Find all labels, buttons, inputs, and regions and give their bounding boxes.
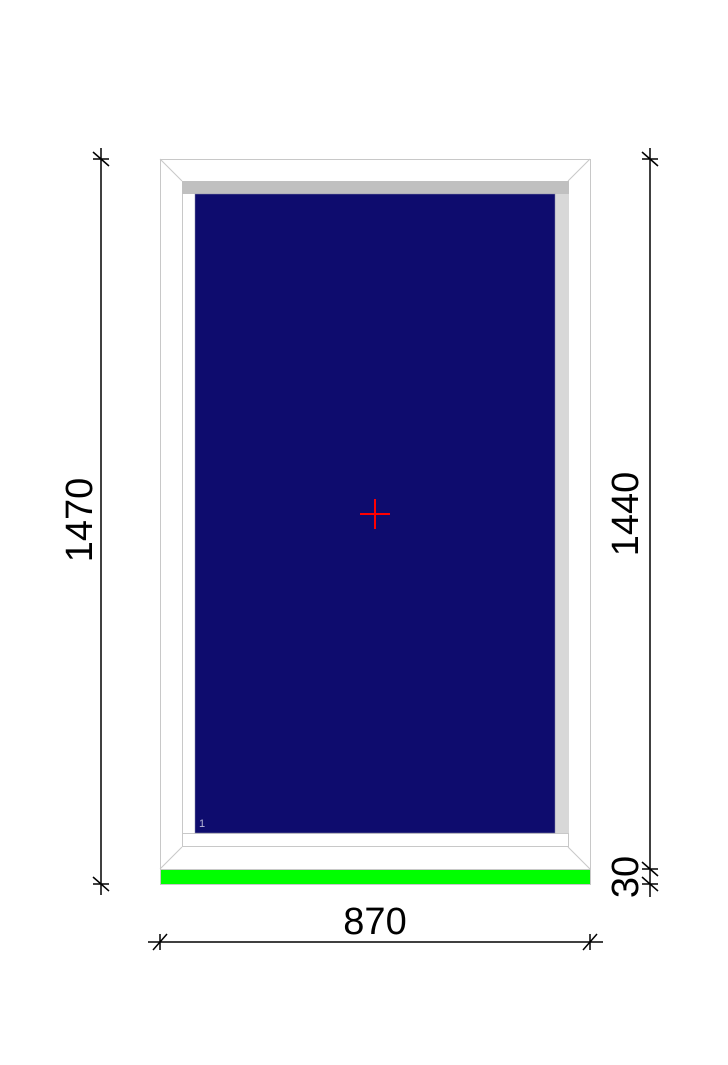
sash-top-shadow <box>182 181 569 194</box>
frame-bevel-tr <box>567 158 591 182</box>
dimension-line-right <box>641 148 659 897</box>
frame-bevel-tl <box>159 158 183 182</box>
sill-bar <box>160 869 591 885</box>
frame-bevel-br <box>567 846 591 870</box>
dimension-line-bottom <box>148 933 603 951</box>
dimension-total-width: 870 <box>343 901 406 943</box>
sash-number: 1 <box>199 818 205 830</box>
dimension-glass-height: 1440 <box>605 472 647 557</box>
center-cross-icon <box>360 499 390 529</box>
frame-bevel-bl <box>159 846 183 870</box>
dimension-sill-height: 30 <box>605 856 647 898</box>
sash-right-shadow <box>555 194 569 833</box>
dimension-line-left <box>92 148 110 895</box>
dimension-total-height: 1470 <box>59 478 101 563</box>
